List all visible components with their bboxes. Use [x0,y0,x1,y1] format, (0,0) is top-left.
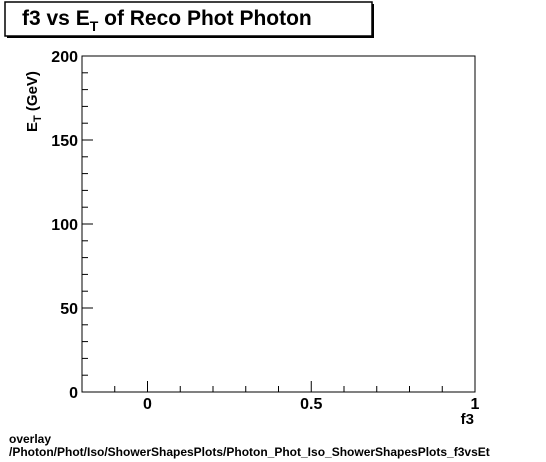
x-axis-label: f3 [461,411,474,428]
footer-path-label: /Photon/Phot/Iso/ShowerShapesPlots/Photo… [9,445,490,459]
y-axis: 0 50 100 150 200 [51,49,93,402]
title-box: f3 vs ET of Reco Phot Photon [4,1,374,38]
y-axis-label: ET (GeV) [24,71,44,132]
y-tick-label: 0 [69,385,78,402]
x-axis: 0 0.5 1 [81,381,480,413]
y-tick-label: 100 [51,217,78,234]
chart-title-pre: f3 vs E [22,7,90,30]
y-tick-label: 150 [51,133,78,150]
footer-overlay-label: overlay [9,432,52,446]
chart-title-sub: T [90,18,99,34]
chart-title: f3 vs ET of Reco Phot Photon [22,7,312,34]
y-axis-label-sub: T [32,115,44,122]
plot-frame [81,55,476,393]
title-box-frame [4,1,373,37]
x-tick-label: 1 [471,396,480,413]
y-axis-label-main: E [24,122,41,132]
title-box-shadow-right [372,4,374,38]
title-box-shadow-bottom [7,36,374,38]
x-tick-label: 0.5 [300,396,322,413]
y-axis-label-post: (GeV) [24,71,41,115]
chart-title-post: of Reco Phot Photon [98,7,311,30]
y-tick-label: 200 [51,49,78,66]
y-tick-label: 50 [60,301,78,318]
x-tick-label: 0 [143,396,152,413]
